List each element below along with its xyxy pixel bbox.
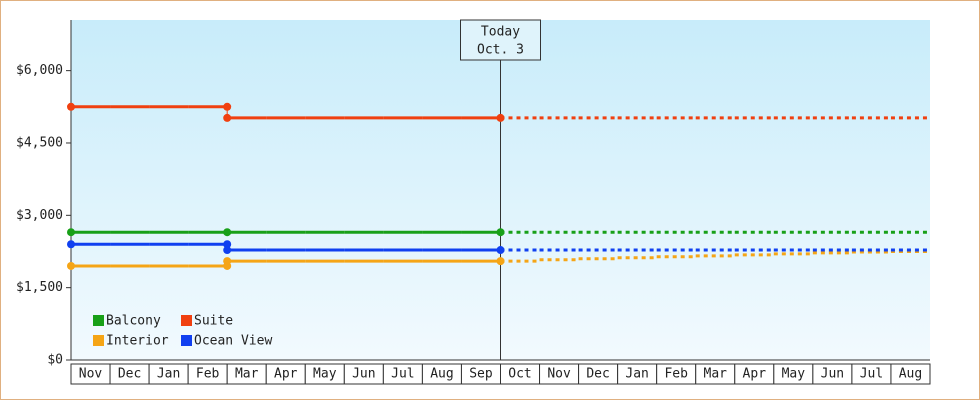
y-tick-label: $1,500 xyxy=(16,280,63,295)
today-label: Today xyxy=(481,25,520,40)
legend-label: Balcony xyxy=(106,314,161,329)
marker xyxy=(496,228,505,237)
x-tick-label: Mar xyxy=(235,367,259,382)
legend-label: Suite xyxy=(194,314,233,329)
x-tick-label: Feb xyxy=(196,367,220,382)
legend-label: Ocean View xyxy=(194,334,272,349)
x-tick-label: Jan xyxy=(625,367,648,382)
y-tick-label: $4,500 xyxy=(16,135,63,150)
legend-label: Interior xyxy=(106,334,169,349)
y-tick-label: $6,000 xyxy=(16,63,63,78)
x-tick-box xyxy=(890,363,931,385)
legend-swatch xyxy=(93,335,104,346)
marker xyxy=(67,102,75,111)
marker xyxy=(223,102,232,111)
legend-swatch xyxy=(181,315,192,326)
x-tick-label: Aug xyxy=(899,367,922,382)
marker xyxy=(223,113,232,122)
marker xyxy=(496,113,505,122)
x-tick-label: Apr xyxy=(743,367,767,382)
x-tick-label: Nov xyxy=(79,367,103,382)
legend-swatch xyxy=(93,315,104,326)
x-tick-label: Apr xyxy=(274,367,298,382)
marker xyxy=(67,228,75,237)
marker xyxy=(223,246,232,255)
marker xyxy=(223,257,232,266)
x-tick-label: May xyxy=(782,367,806,382)
marker xyxy=(223,240,232,249)
x-tick-label: Jun xyxy=(821,367,844,382)
x-tick-label: Aug xyxy=(430,367,453,382)
marker xyxy=(496,246,505,255)
x-tick-label: Mar xyxy=(704,367,728,382)
x-tick-label: May xyxy=(313,367,337,382)
x-tick-label: Nov xyxy=(547,367,571,382)
y-tick-label: $3,000 xyxy=(16,208,63,223)
marker xyxy=(67,240,75,249)
x-tick-label: Jul xyxy=(391,367,414,382)
x-tick-label: Dec xyxy=(118,367,141,382)
x-tick-label: Jun xyxy=(352,367,375,382)
today-label: Oct. 3 xyxy=(477,43,524,58)
x-tick-label: Dec xyxy=(586,367,609,382)
marker xyxy=(67,261,75,270)
marker xyxy=(496,257,505,266)
y-tick-label: $0 xyxy=(47,353,63,368)
today-box xyxy=(460,19,541,61)
x-tick-label: Feb xyxy=(664,367,688,382)
x-tick-label: Jul xyxy=(860,367,883,382)
marker xyxy=(223,228,232,237)
x-tick-label: Sep xyxy=(469,367,493,382)
x-tick-label: Oct xyxy=(508,367,531,382)
legend-swatch xyxy=(181,335,192,346)
x-tick-label: Jan xyxy=(157,367,180,382)
